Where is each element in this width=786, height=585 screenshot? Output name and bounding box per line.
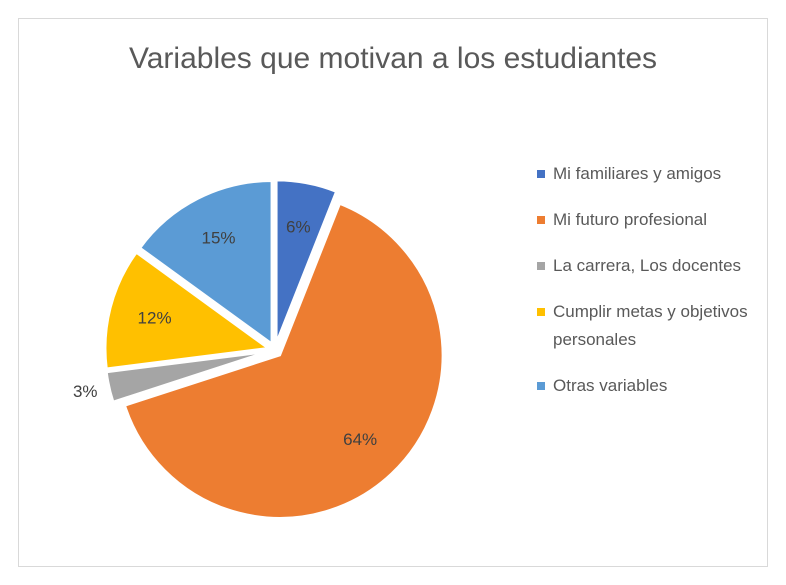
legend-item: La carrera, Los docentes [533, 252, 758, 280]
legend-label: Mi familiares y amigos [553, 164, 722, 183]
legend-label: Mi futuro profesional [553, 210, 708, 229]
pie-slice [105, 350, 269, 404]
data-label: 6% [286, 217, 311, 236]
legend-item: Mi futuro profesional [533, 206, 758, 234]
data-label: 3% [73, 382, 98, 401]
data-label: 12% [138, 309, 172, 328]
legend-swatch [537, 170, 545, 178]
legend-swatch [537, 216, 545, 224]
chart-title: Variables que motivan a los estudiantes [129, 42, 657, 75]
legend-item: Cumplir metas y objetivos personales [533, 298, 758, 354]
pie-slice [123, 201, 444, 520]
data-label: 15% [202, 229, 236, 248]
legend-swatch [537, 382, 545, 390]
pie-slice [275, 178, 338, 344]
legend-label: La carrera, Los docentes [553, 256, 742, 275]
legend-label: Cumplir metas y objetivos personales [553, 302, 748, 349]
legend-item: Mi familiares y amigos [533, 160, 758, 188]
pie-slice [138, 179, 274, 347]
legend-item: Otras variables [533, 372, 758, 400]
legend-label: Otras variables [553, 376, 668, 395]
pie-slice [103, 250, 272, 371]
legend: Mi familiares y amigos Mi futuro profesio… [533, 160, 758, 418]
legend-swatch [537, 262, 545, 270]
data-label: 64% [343, 430, 377, 449]
legend-swatch [537, 308, 545, 316]
